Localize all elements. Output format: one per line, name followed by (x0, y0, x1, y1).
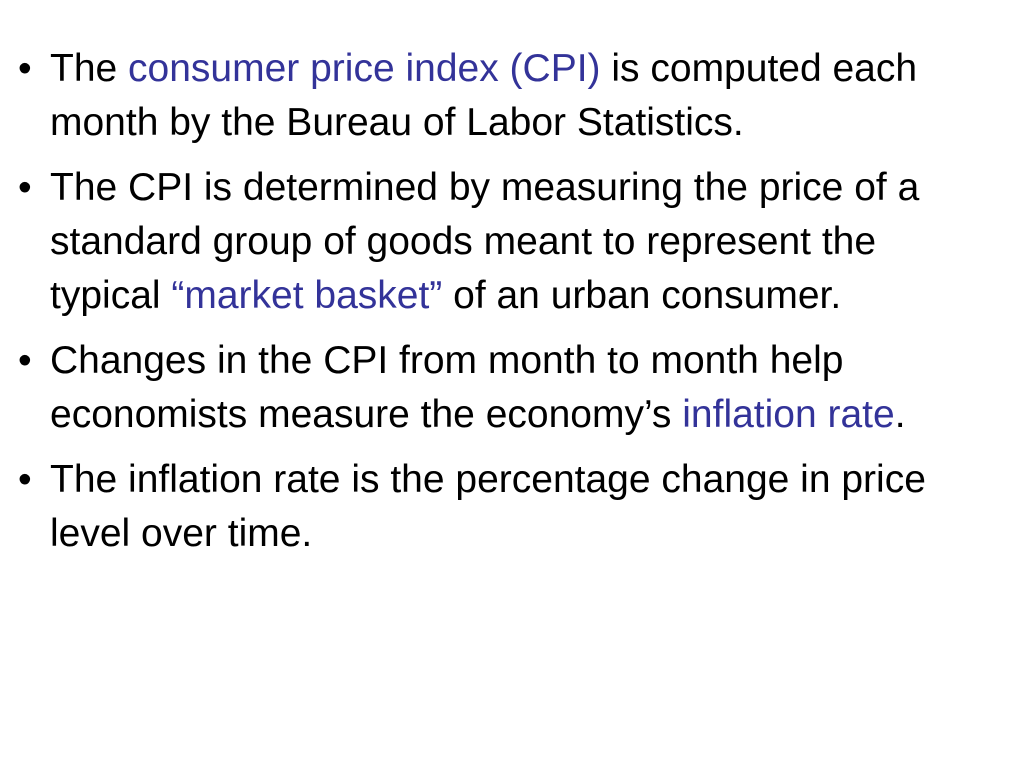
bullet-item: The consumer price index (CPI) is comput… (18, 42, 978, 150)
text-run: . (894, 393, 906, 436)
text-run: The (50, 47, 129, 90)
highlighted-text: “market basket” (171, 274, 443, 317)
bullet-list: The consumer price index (CPI) is comput… (18, 42, 978, 572)
bullet-item: Changes in the CPI from month to month h… (18, 334, 978, 442)
text-run: The CPI is determined by measuring the p… (50, 166, 920, 317)
highlighted-text: consumer price index (CPI) (128, 47, 601, 90)
highlighted-text: inflation rate (682, 393, 895, 436)
bullet-item: The inflation rate is the percentage cha… (18, 453, 978, 561)
text-run: Changes in the CPI from month to month h… (50, 339, 844, 436)
text-run: is computed each month by the Bureau of … (50, 47, 918, 144)
bullet-item: The CPI is determined by measuring the p… (18, 161, 978, 323)
text-run: The inflation rate is the percentage cha… (50, 458, 926, 555)
text-run: of an urban consumer. (442, 274, 842, 317)
